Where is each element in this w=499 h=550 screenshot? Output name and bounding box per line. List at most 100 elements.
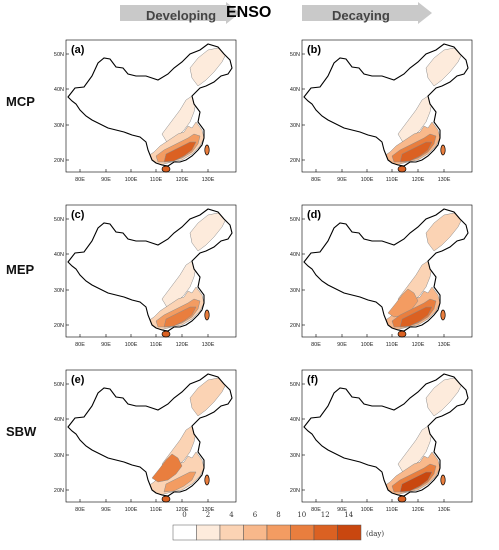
map-svg: 20N 30N 40N 50N 80E 90E 100E 110E 120E 130E (f) [290,369,473,513]
lon-tick-label: 110E [150,507,163,513]
map-frame [65,369,237,503]
china-outline [303,373,469,497]
colorbar-segment [196,524,221,541]
colorbar-segment [266,524,291,541]
shading-region [425,47,463,87]
shading-region [163,306,197,328]
lat-tick-label: 30N [290,453,300,459]
colorbar-tick-label: 8 [276,511,281,519]
colorbar-segment [290,524,315,541]
row-label-mep: MEP [6,262,35,277]
enso-title: ENSO [226,4,272,21]
lat-tick-label: 40N [54,417,64,423]
lon-tick-label: 110E [386,507,399,513]
panel-tag: (b) [307,44,321,56]
colorbar-segment [219,524,244,541]
lon-tick-label: 120E [412,177,425,183]
lat-tick-label: 20N [290,323,300,329]
taiwan-island [440,309,446,321]
lon-tick-label: 90E [337,507,347,513]
lat-tick-label: 30N [54,288,64,294]
lon-tick-label: 100E [125,177,138,183]
lat-tick-label: 30N [54,123,64,129]
lat-tick-label: 40N [54,87,64,93]
panel-tag: (e) [71,374,85,386]
map-frame [301,369,473,503]
lat-tick-label: 20N [54,158,64,164]
lon-tick-label: 120E [176,507,189,513]
shading-region [189,47,227,87]
lat-tick-label: 50N [54,217,64,223]
lon-tick-label: 110E [386,342,399,348]
lat-tick-label: 50N [290,217,300,223]
colorbar-tick-label: 12 [320,511,330,519]
map-svg: 20N 30N 40N 50N 80E 90E 100E 110E 120E 130E (d) [290,204,473,348]
developing-label: Developing [146,8,217,23]
developing-arrow [120,2,240,24]
hainan-island [397,330,407,338]
colorbar-svg [172,524,362,541]
shading-region [189,377,227,417]
panel-tag: (d) [307,209,321,221]
china-outline [67,373,233,497]
colorbar-tick-label: 2 [205,511,211,519]
lat-tick-label: 50N [54,382,64,388]
lat-tick-label: 50N [290,52,300,58]
lat-tick-label: 40N [290,252,300,258]
lat-tick-label: 50N [54,52,64,58]
map-frame [65,39,237,173]
lon-tick-label: 100E [125,507,138,513]
lon-tick-label: 130E [438,177,451,183]
lon-tick-label: 80E [311,342,321,348]
map-svg: 20N 30N 40N 50N 80E 90E 100E 110E 120E 130E (c) [54,204,237,348]
china-outline [303,208,469,332]
shading-region [163,141,197,163]
lon-tick-label: 80E [311,507,321,513]
row-label-sbw: SBW [6,424,37,439]
lat-tick-label: 30N [290,288,300,294]
map-svg: 20N 30N 40N 50N 80E 90E 100E 110E 120E 130E (e) [54,369,237,513]
colorbar [172,524,362,546]
lat-tick-label: 40N [54,252,64,258]
decaying-arrow [302,2,432,24]
lon-tick-label: 130E [202,342,215,348]
lon-tick-label: 90E [337,177,347,183]
lon-tick-label: 80E [75,342,85,348]
shading-region [151,453,183,483]
decaying-label: Decaying [332,8,390,23]
map-svg: 20N 30N 40N 50N 80E 90E 100E 110E 120E 130E (b) [290,39,473,183]
hainan-island [161,330,171,338]
lon-tick-label: 100E [361,342,374,348]
colorbar-tick-label: 0 [182,511,187,519]
taiwan-island [204,309,210,321]
panel-tag: (a) [71,44,85,56]
lat-tick-label: 20N [54,323,64,329]
colorbar-tick-label: 6 [252,511,258,519]
shading-region [399,306,433,328]
taiwan-island [440,144,446,156]
hainan-island [397,495,407,503]
lon-tick-label: 90E [101,507,111,513]
colorbar-segment [313,524,338,541]
lon-tick-label: 120E [412,507,425,513]
lon-tick-label: 90E [101,177,111,183]
china-outline [67,208,233,332]
map-panel-f: 20N 30N 40N 50N 80E 90E 100E 110E 120E 130E (f) [284,368,474,520]
lat-tick-label: 50N [290,382,300,388]
china-outline [303,43,469,167]
lat-tick-label: 30N [54,453,64,459]
hainan-island [161,495,171,503]
panel-tag: (f) [307,374,318,386]
shading-region [399,471,433,493]
shading-region [425,377,463,417]
lon-tick-label: 110E [150,177,163,183]
lat-tick-label: 20N [290,158,300,164]
lon-tick-label: 120E [176,342,189,348]
lon-tick-label: 130E [202,177,215,183]
shading-region [425,212,463,252]
lon-tick-label: 120E [176,177,189,183]
lon-tick-label: 100E [361,177,374,183]
hainan-island [397,165,407,173]
colorbar-tick-label: 14 [344,511,354,519]
shading-region [399,141,433,163]
